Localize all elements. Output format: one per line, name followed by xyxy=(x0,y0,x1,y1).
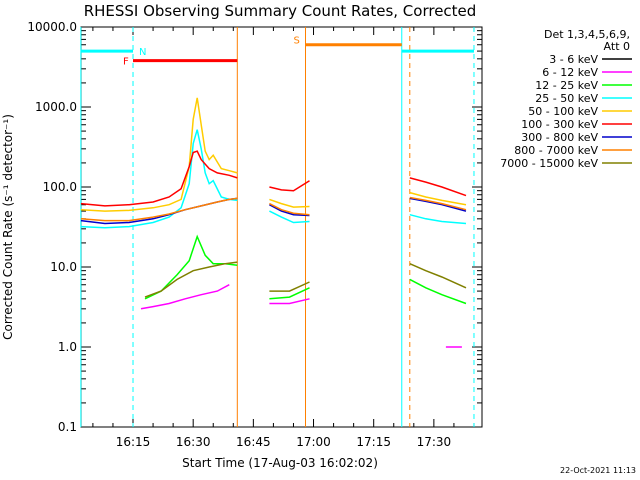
series-line xyxy=(269,210,310,224)
y-tick-label: 10.0 xyxy=(50,260,77,274)
x-tick-label: 17:30 xyxy=(417,435,452,449)
series-line xyxy=(80,97,238,212)
series-line xyxy=(269,202,310,216)
series-line xyxy=(409,177,467,197)
x-tick-label: 16:45 xyxy=(236,435,271,449)
y-tick-label: 1000.0 xyxy=(35,100,77,114)
series-line xyxy=(409,196,467,211)
series-line xyxy=(80,150,238,207)
series-line xyxy=(409,197,467,212)
series-line xyxy=(269,198,310,208)
legend-entry-label: 100 - 300 keV xyxy=(521,118,598,131)
y-tick-label: 1.0 xyxy=(58,340,77,354)
series-line xyxy=(269,281,310,292)
flag-label-n: N xyxy=(139,47,146,58)
legend-entry-label: 25 - 50 keV xyxy=(535,92,598,105)
series-lines xyxy=(80,97,467,348)
legend-entry-label: 50 - 100 keV xyxy=(528,105,598,118)
y-tick-label: 100.0 xyxy=(43,180,77,194)
series-line xyxy=(409,278,467,305)
chart-title: RHESSI Observing Summary Count Rates, Co… xyxy=(84,2,477,20)
series-line xyxy=(144,261,238,298)
x-tick-label: 17:00 xyxy=(296,435,331,449)
y-tick-label: 0.1 xyxy=(58,420,77,434)
legend-header-line-1: Det 1,3,4,5,6,9, xyxy=(544,28,630,41)
series-line xyxy=(409,263,467,289)
series-line xyxy=(269,298,310,305)
legend-entry-label: 3 - 6 keV xyxy=(549,53,598,66)
series-line xyxy=(269,204,310,217)
legend-entry-label: 300 - 800 keV xyxy=(521,131,598,144)
flag-label-s: S xyxy=(294,36,300,47)
flag-bars: NF S xyxy=(80,36,474,68)
footer-timestamp: 22-Oct-2021 11:13 xyxy=(560,466,636,475)
series-line xyxy=(269,180,310,192)
y-tick-label: 10000.0 xyxy=(27,20,77,34)
y-axis: 0.1 1.0 10.0 100.0 1000.0 10000.0 xyxy=(27,20,482,434)
series-line xyxy=(269,287,310,300)
series-line xyxy=(144,234,238,300)
plot-frame xyxy=(80,26,483,428)
legend-entry-label: 800 - 7000 keV xyxy=(514,144,598,157)
x-tick-label: 16:15 xyxy=(116,435,151,449)
x-axis: 16:15 16:30 16:45 17:00 17:15 17:30 xyxy=(92,27,475,449)
x-tick-label: 16:30 xyxy=(176,435,211,449)
series-line xyxy=(409,213,467,225)
series-line xyxy=(80,197,238,222)
x-axis-label: Start Time (17-Aug-03 16:02:02) xyxy=(182,456,378,470)
series-line xyxy=(409,191,467,206)
legend-entry-label: 7000 - 15000 keV xyxy=(500,157,598,170)
series-line xyxy=(80,129,238,229)
y-axis-label: Corrected Count Rate (s⁻¹ detector⁻¹) xyxy=(1,114,15,340)
x-tick-label: 17:15 xyxy=(356,435,391,449)
series-line xyxy=(140,284,230,310)
legend-header-line-2: Att 0 xyxy=(604,40,630,53)
legend-entry-label: 12 - 25 keV xyxy=(535,79,598,92)
legend-entry-label: 6 - 12 keV xyxy=(542,66,598,79)
vertical-markers xyxy=(80,27,475,427)
flag-label-f: F xyxy=(123,57,129,68)
